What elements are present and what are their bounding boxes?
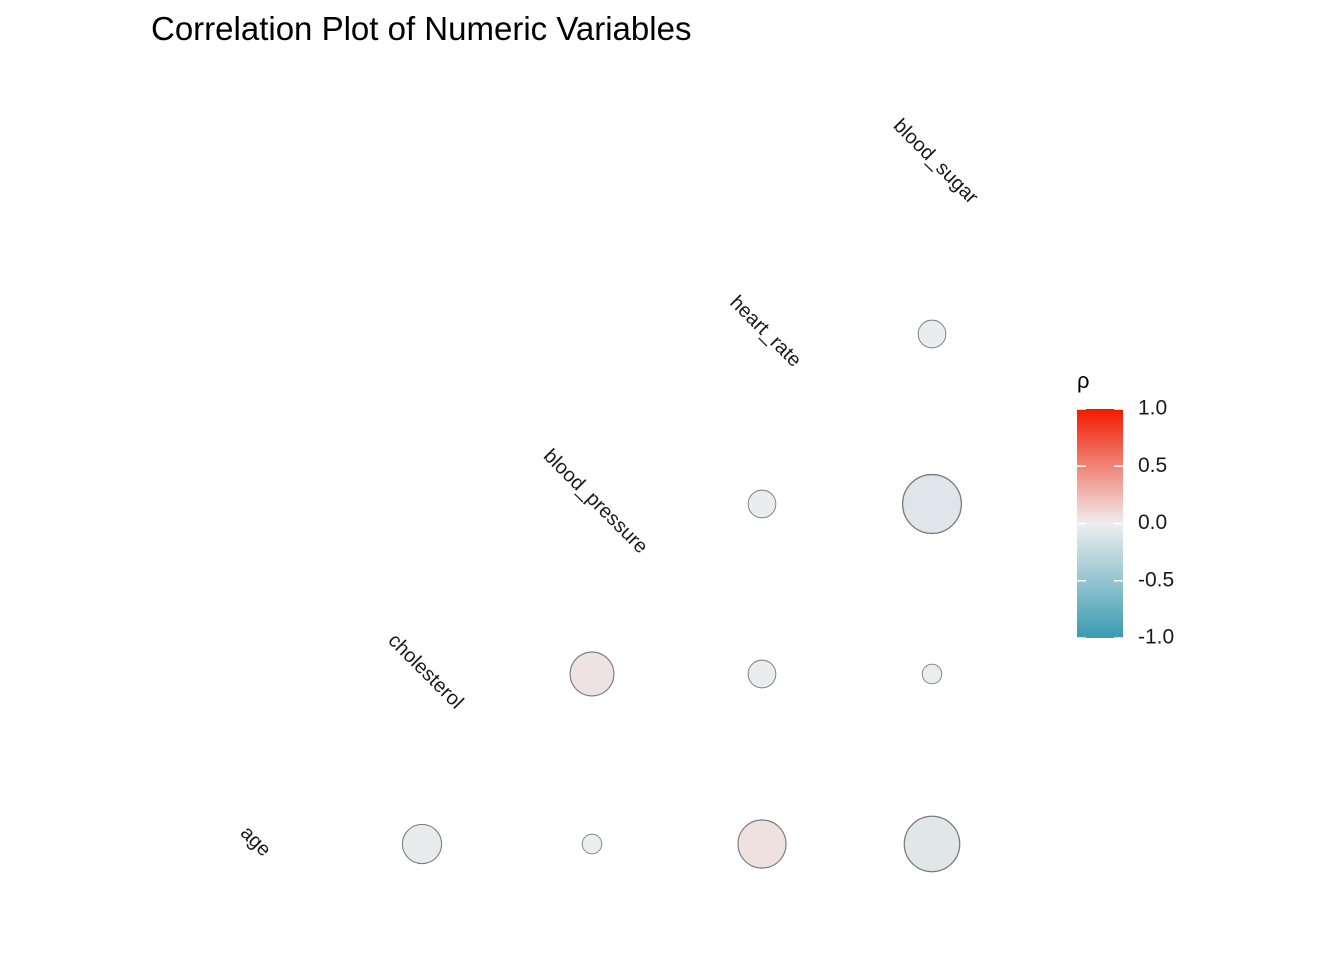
- legend-tick-label-3: -0.5: [1138, 568, 1174, 591]
- corr-circle-heart-rate-blood-sugar: [917, 319, 947, 349]
- corr-circle-cholesterol-heart-rate: [747, 659, 777, 689]
- corr-circle-blood-pressure-heart-rate: [747, 489, 777, 519]
- variable-label-heart-rate: heart_rate: [725, 291, 805, 371]
- corr-circle-blood-pressure-blood-sugar: [901, 473, 963, 535]
- legend-tick-label-4: -1.0: [1138, 626, 1174, 649]
- legend-tick-label-1: 0.5: [1138, 454, 1167, 477]
- corr-circle-cholesterol-blood-pressure: [569, 651, 615, 697]
- variable-label-blood-pressure: blood_pressure: [539, 445, 652, 558]
- corr-circle-age-blood-sugar: [903, 815, 961, 873]
- variable-label-cholesterol: cholesterol: [384, 630, 468, 714]
- chart-title: Correlation Plot of Numeric Variables: [151, 10, 692, 47]
- corr-circle-age-blood-pressure: [581, 833, 603, 855]
- legend-title: ρ: [1077, 368, 1090, 393]
- variable-label-age: age: [236, 822, 275, 861]
- legend-tick-label-0: 1.0: [1138, 397, 1167, 420]
- legend-tick-label-2: 0.0: [1138, 511, 1167, 534]
- corr-circle-age-heart-rate: [737, 819, 787, 869]
- corr-circle-age-cholesterol: [401, 823, 443, 865]
- corr-circle-cholesterol-blood-sugar: [921, 663, 943, 685]
- variable-label-blood-sugar: blood_sugar: [889, 115, 983, 209]
